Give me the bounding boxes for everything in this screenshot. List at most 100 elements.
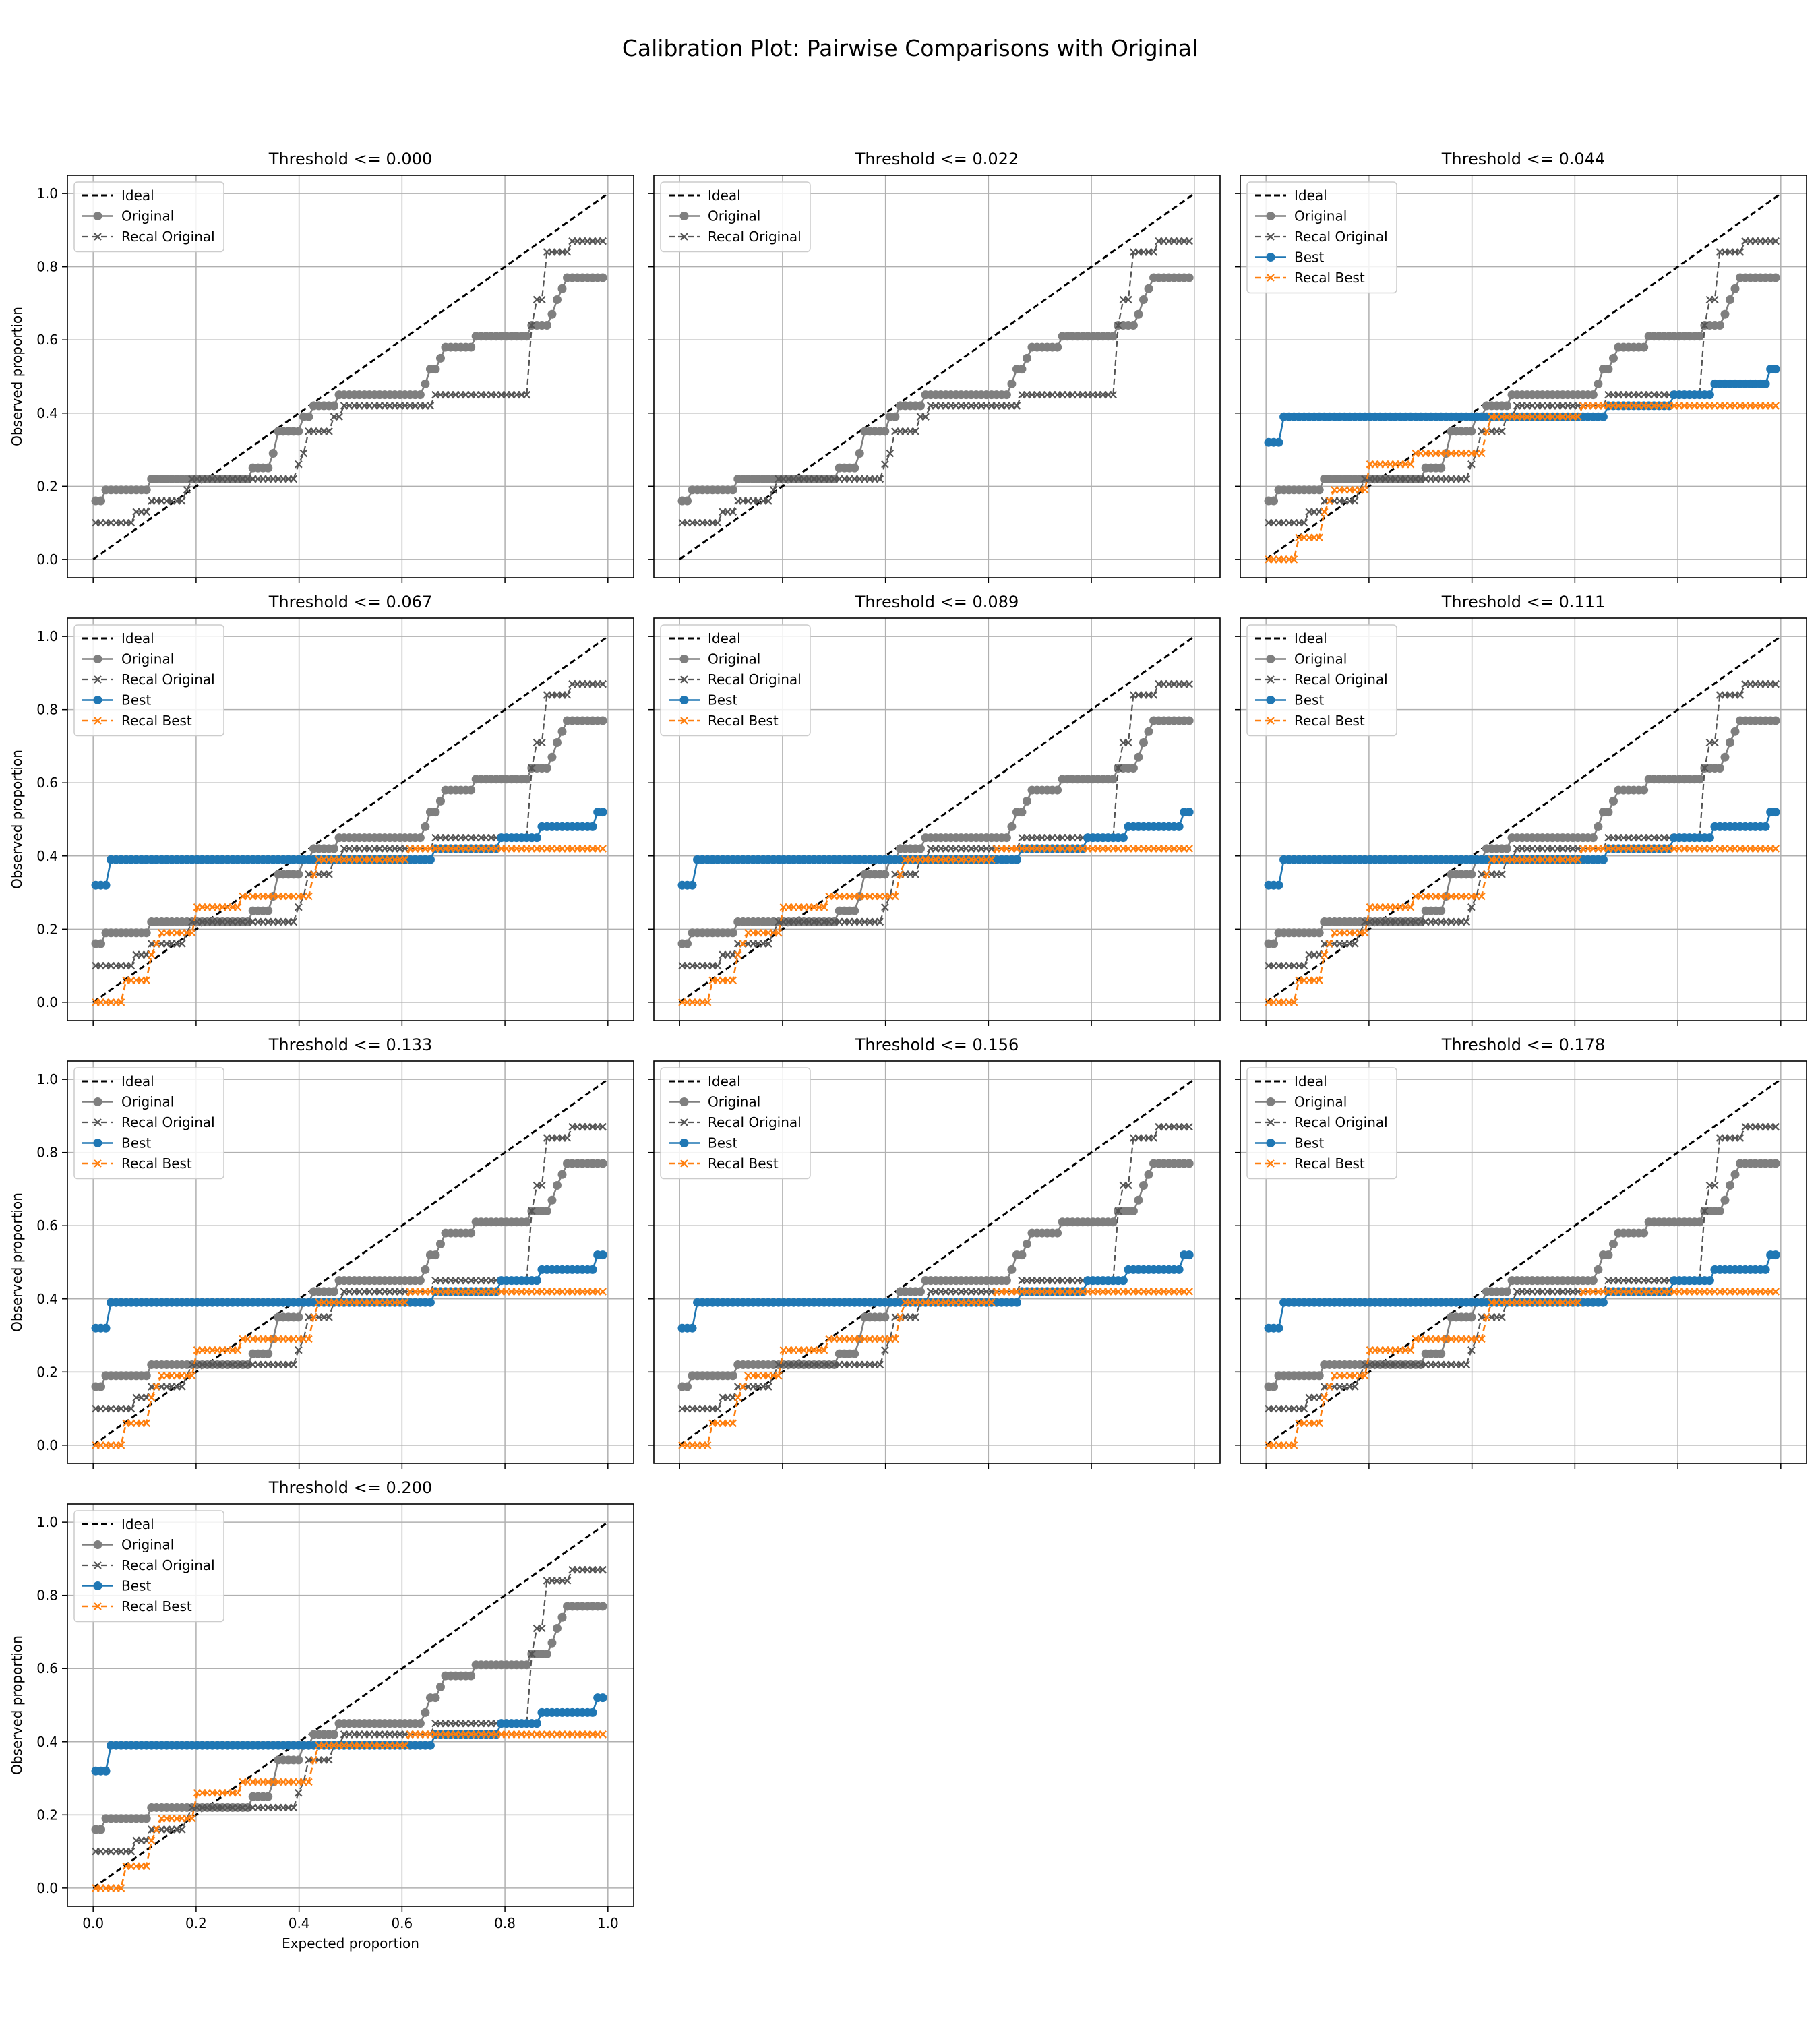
data-point [538, 1181, 546, 1190]
series-original-markers [91, 1602, 607, 1834]
data-point [552, 1181, 562, 1190]
data-point [330, 844, 339, 853]
data-point [1715, 1207, 1724, 1216]
panel-title: Threshold <= 0.200 [268, 1478, 432, 1497]
data-point [304, 412, 313, 421]
data-point [1012, 1298, 1021, 1307]
data-point [1320, 508, 1329, 516]
data-point [528, 1650, 536, 1658]
data-point [335, 413, 343, 421]
data-point [1608, 796, 1618, 806]
data-point [1017, 1250, 1027, 1260]
data-point [1598, 1298, 1608, 1307]
data-point [599, 679, 607, 688]
data-point [1436, 906, 1446, 915]
y-tick-label: 1.0 [36, 1514, 58, 1530]
data-point [1290, 998, 1298, 1006]
y-tick-label: 1.0 [36, 185, 58, 202]
data-point [1711, 1181, 1719, 1190]
data-point [325, 1756, 333, 1764]
data-point [294, 1755, 303, 1765]
data-point [733, 1393, 742, 1402]
data-point [325, 1313, 333, 1321]
data-point [1007, 822, 1017, 831]
legend-label-recal_best: Recal Best [121, 1155, 192, 1172]
data-point [309, 1313, 318, 1321]
data-point [425, 1298, 435, 1307]
data-point [1361, 928, 1369, 937]
legend-label-original: Original [121, 1094, 174, 1110]
legend-label-original: Original [708, 1094, 760, 1110]
data-point [1114, 764, 1122, 773]
data-point [1406, 903, 1415, 911]
data-point [1695, 332, 1704, 341]
data-point [1320, 950, 1329, 959]
data-point [435, 1682, 445, 1691]
legend-marker-recal_original [680, 675, 688, 684]
legend-marker-original [679, 1097, 689, 1106]
data-point [295, 1788, 303, 1797]
data-point [1761, 379, 1770, 388]
data-point [1300, 1404, 1308, 1413]
plot-area [91, 635, 609, 1006]
series-recal_original-markers [678, 237, 1193, 527]
data-point [466, 785, 476, 795]
data-point [850, 463, 859, 473]
data-point [264, 1792, 273, 1801]
legend-marker-original [93, 212, 102, 220]
data-point [294, 1312, 303, 1322]
data-point [1715, 321, 1724, 330]
data-point [1174, 1265, 1184, 1274]
data-point [415, 833, 425, 843]
data-point [880, 427, 890, 436]
data-point [538, 1624, 546, 1633]
data-point [1761, 822, 1770, 831]
x-tick-label: 1.0 [597, 1915, 619, 1931]
data-point [1174, 822, 1184, 831]
data-point [890, 412, 900, 421]
legend-label-best: Best [1294, 692, 1324, 708]
series-original-markers [91, 273, 607, 506]
legend-marker-recal_original [94, 675, 102, 684]
axes-frame [653, 617, 1221, 1021]
data-point [1720, 752, 1730, 762]
legend-marker-recal_best [680, 1159, 688, 1168]
data-point [188, 1814, 196, 1823]
data-point [688, 880, 697, 890]
data-point [739, 940, 748, 948]
data-point [1351, 940, 1359, 948]
data-point [588, 822, 597, 831]
data-point [532, 1719, 541, 1728]
panel-10: Threshold <= 0.200 0.0 0.0 0.2 0.2 0.4 0.4 0.6 0… [9, 1478, 634, 1952]
data-point [1290, 1441, 1298, 1449]
data-point [588, 1265, 597, 1274]
data-point [325, 870, 333, 878]
legend-marker-original [679, 655, 689, 663]
data-point [542, 1207, 551, 1216]
legend-label-ideal: Ideal [1294, 187, 1327, 204]
data-point [599, 1122, 607, 1131]
legend-marker-recal_best [94, 1159, 102, 1168]
data-point [598, 808, 607, 817]
data-point [1314, 1371, 1324, 1381]
panel-title: Threshold <= 0.111 [1441, 593, 1605, 611]
data-point [1144, 727, 1153, 736]
data-point [880, 1312, 890, 1322]
data-point [1002, 833, 1011, 843]
series-original-markers [91, 1159, 607, 1391]
y-axis-label: Observed proportion [9, 307, 25, 446]
data-point [431, 1693, 440, 1703]
legend-marker-original [93, 1540, 102, 1549]
data-point [713, 961, 722, 970]
data-point [183, 485, 191, 494]
data-point [96, 939, 106, 948]
data-point [325, 427, 333, 435]
legend-marker-recal_best [680, 717, 688, 725]
data-point [435, 1239, 445, 1248]
data-point [542, 764, 551, 773]
data-point [1701, 764, 1709, 773]
legend-marker-recal_best [1267, 717, 1275, 725]
data-point [1315, 533, 1323, 542]
data-point [557, 1170, 567, 1179]
